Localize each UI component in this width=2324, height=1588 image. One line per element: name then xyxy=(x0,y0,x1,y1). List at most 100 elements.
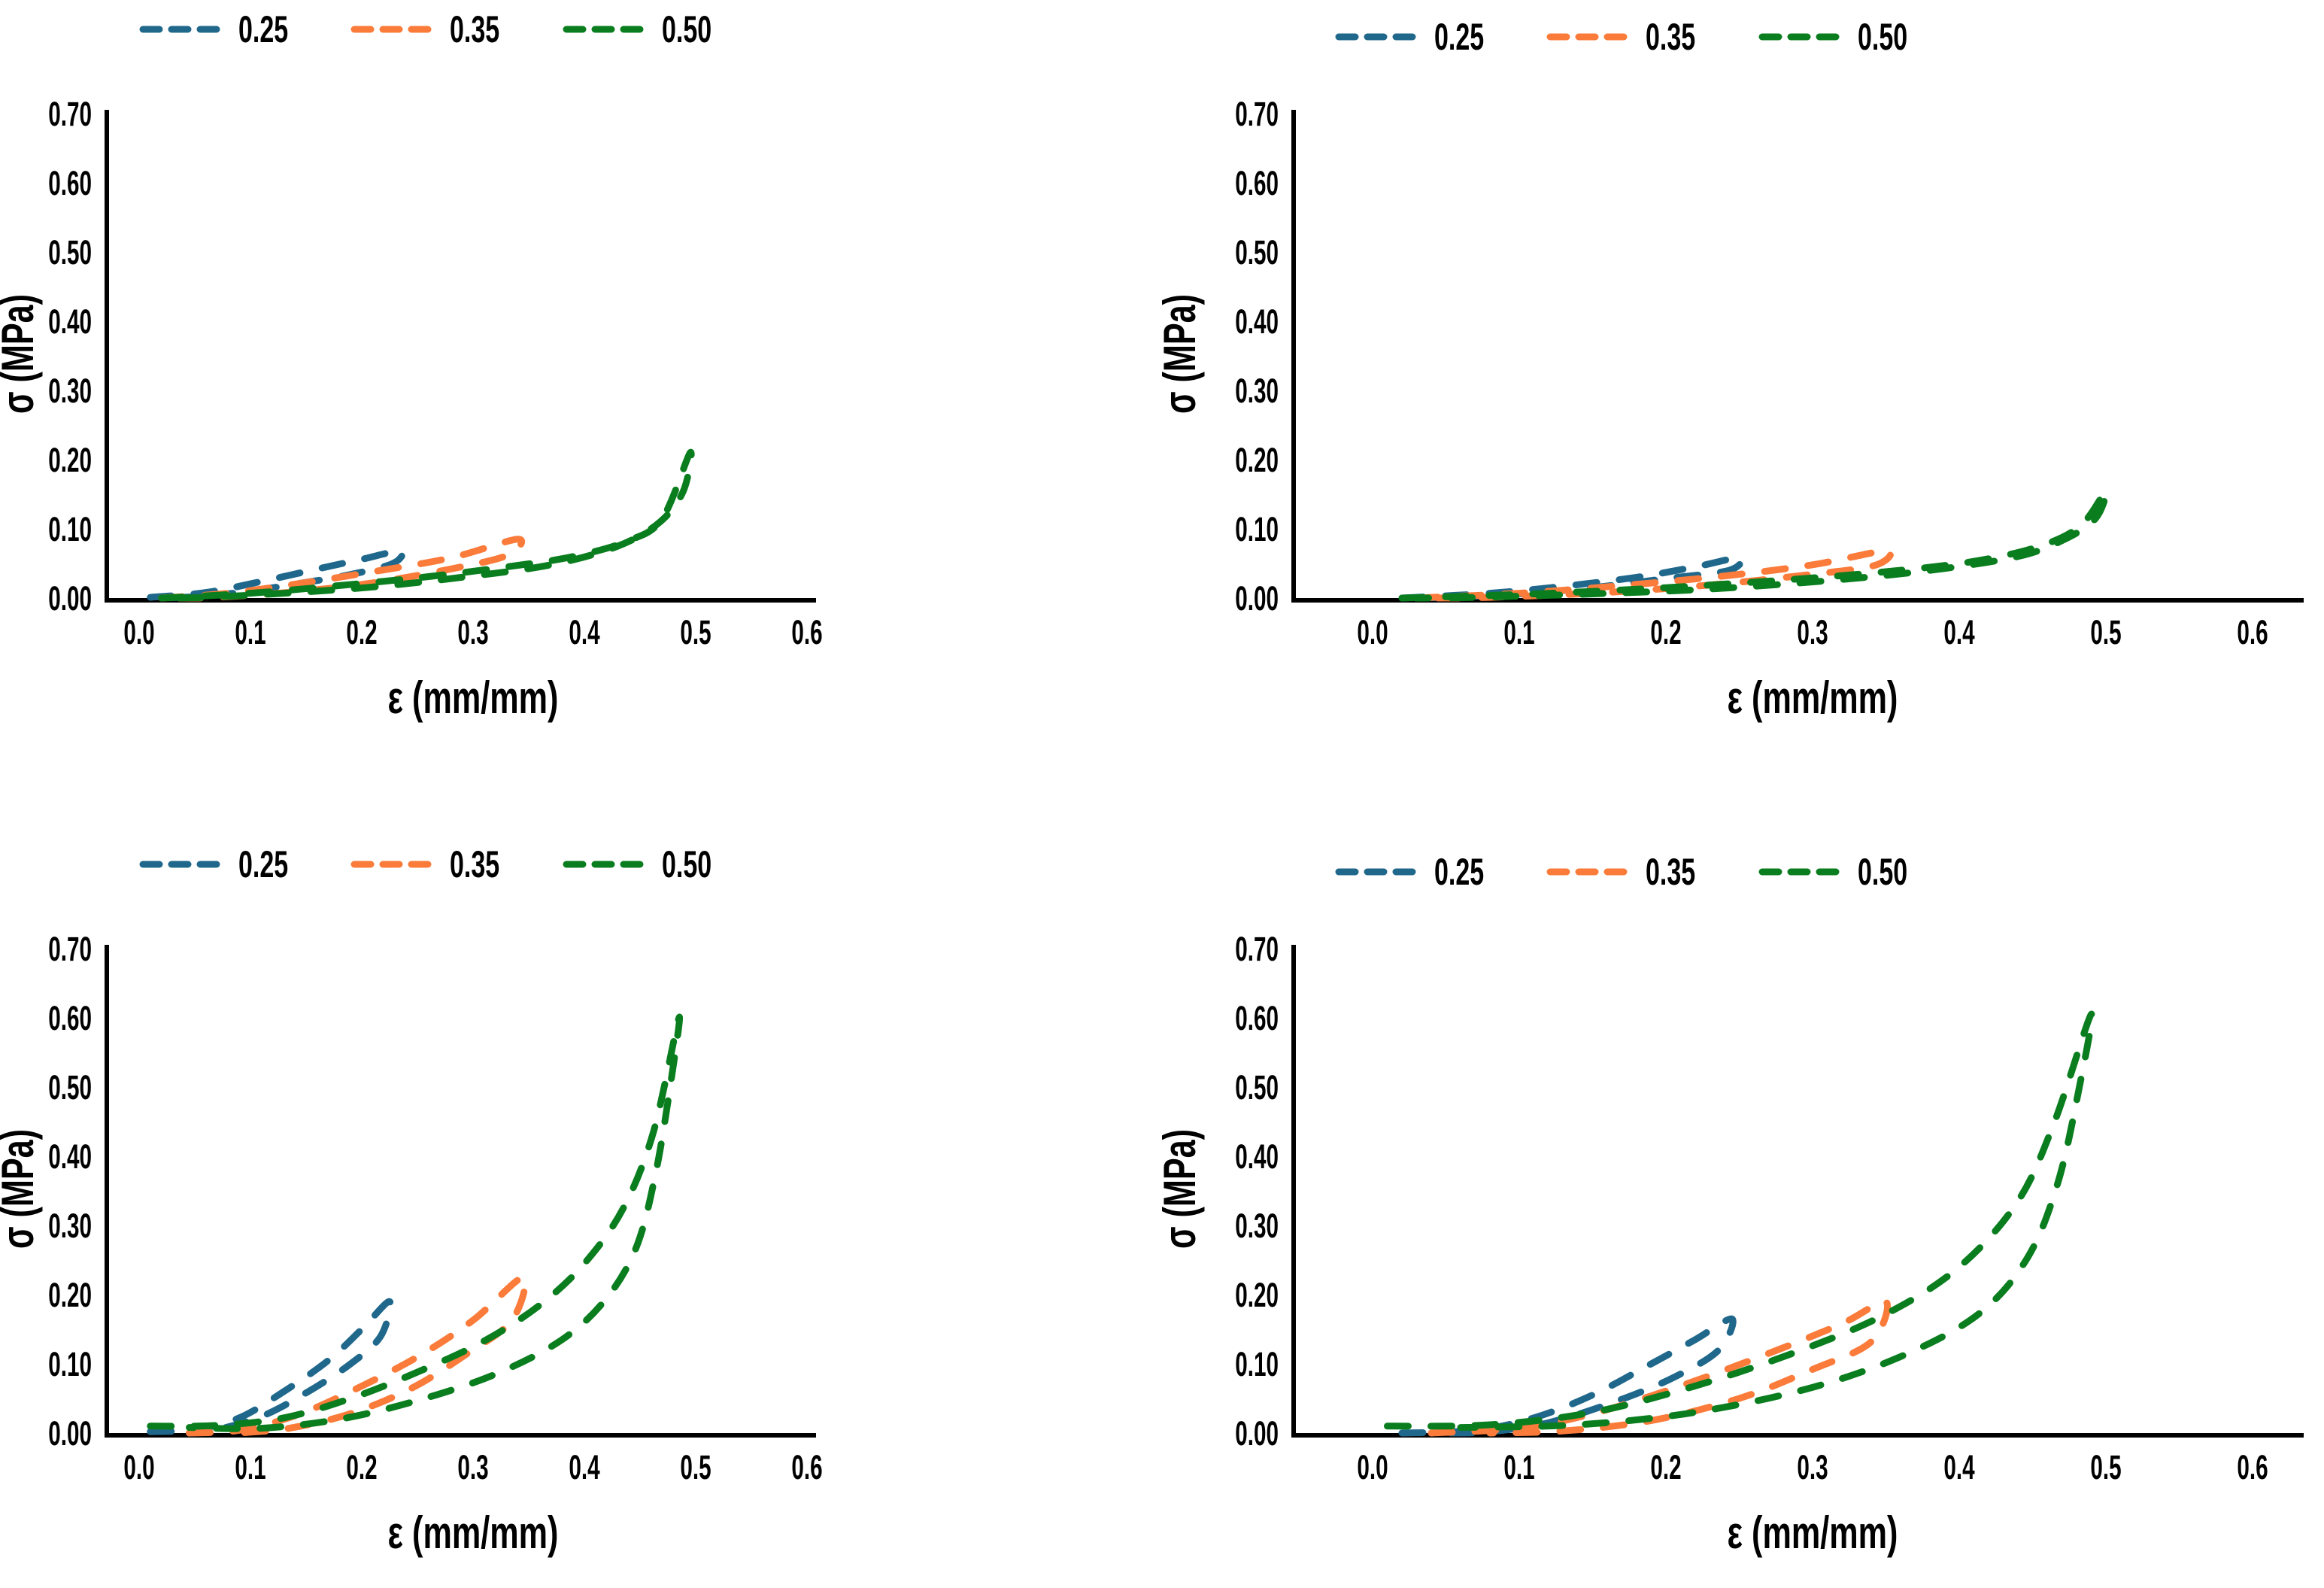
y-tick-label: 0.70 xyxy=(1235,96,1279,134)
chart-top-right: 0.25 0.35 0.50 0.00 0.10 0.20 0.30 0.40 0.50 0.60… xyxy=(1162,0,2324,752)
y-tick-label: 0.60 xyxy=(1235,165,1279,203)
x-tick-label: 0.5 xyxy=(2090,1449,2121,1487)
legend-item-0.35: 0.35 xyxy=(1546,18,1719,56)
x-tick-label: 0.4 xyxy=(1943,614,1974,652)
y-tick-label: 0.20 xyxy=(1235,1277,1279,1315)
chart-top-left: 0.25 0.35 0.50 0.00 0.10 0.20 0.30 0.40 0.50 0.6 0… xyxy=(0,0,1162,752)
x-tick-label: 0.5 xyxy=(680,614,711,652)
y-tick-label: 0.50 xyxy=(48,234,92,272)
y-tick-label: 0.70 xyxy=(1235,931,1279,969)
y-tick-label: 0.10 xyxy=(48,511,92,549)
legend-label: 0.25 xyxy=(1434,16,1485,58)
legend-item-0.35: 0.35 xyxy=(1546,853,1719,891)
series-0.50-curve xyxy=(147,1013,684,1432)
y-tick-label: 0.30 xyxy=(48,372,92,411)
x-tick-label: 0.0 xyxy=(1357,1449,1388,1487)
y-tick-label: 0.40 xyxy=(48,1138,92,1177)
y-tick-label: 0.70 xyxy=(48,96,92,134)
legend-label: 0.35 xyxy=(1646,16,1696,58)
series-0.35-curve xyxy=(1427,1298,1892,1437)
legend-bottom-right: 0.25 0.35 0.50 xyxy=(1335,853,1970,891)
y-tick-label: 0.30 xyxy=(48,1207,92,1246)
y-tick-label: 0.10 xyxy=(48,1346,92,1384)
plot-top-left: 0.00 0.10 0.20 0.30 0.40 0.50 0.60 0.70 0.0 0.1 0.… xyxy=(0,96,823,724)
legend-label: 0.50 xyxy=(1857,851,1907,893)
x-tick-label: 0.2 xyxy=(1650,1449,1681,1487)
legend-label: 0.25 xyxy=(238,843,289,885)
legend-label: 0.35 xyxy=(450,843,500,885)
x-tick-label: 0.3 xyxy=(1797,1449,1828,1487)
y-tick-label: 0.10 xyxy=(1235,511,1279,549)
legend-dash-icon xyxy=(1335,868,1419,876)
legend-dash-icon xyxy=(350,26,435,33)
legend-top-right: 0.25 0.35 0.50 xyxy=(1335,18,1970,56)
y-axis-title: σ (MPa) xyxy=(0,294,44,414)
y-axis-title: σ (MPa) xyxy=(0,1129,44,1249)
legend-dash-icon xyxy=(1335,33,1419,41)
legend-label: 0.25 xyxy=(238,8,289,50)
legend-dash-icon xyxy=(139,861,223,868)
chart-bottom-left: 0.25 0.35 0.50 0.00 0.10 0.20 0.30 0.40 0.50 0.60… xyxy=(0,835,1162,1587)
y-tick-label: 0.30 xyxy=(1235,1207,1279,1246)
legend-label: 0.35 xyxy=(1646,851,1696,893)
legend-item-0.50: 0.50 xyxy=(1758,853,1931,891)
y-tick-label: 0.00 xyxy=(48,580,92,618)
legend-top-left: 0.25 0.35 0.50 xyxy=(139,11,774,48)
legend-dash-icon xyxy=(563,26,647,33)
x-axis-title: ε (mm/mm) xyxy=(388,1508,559,1559)
x-tick-label: 0.2 xyxy=(1650,614,1681,652)
x-tick-label: 0.6 xyxy=(2237,1449,2268,1487)
x-tick-label: 0.3 xyxy=(457,614,488,652)
x-tick-label: 0.5 xyxy=(2090,614,2121,652)
y-tick-label: 0.70 xyxy=(48,931,92,969)
y-axis-title: σ (MPa) xyxy=(1162,294,1206,414)
x-tick-label: 0.1 xyxy=(1503,614,1534,652)
legend-label: 0.50 xyxy=(661,8,711,50)
x-tick-label: 0.0 xyxy=(123,614,154,652)
series-0.50-curve xyxy=(158,448,695,602)
x-tick-label: 0.0 xyxy=(123,1449,154,1487)
plot-bottom-right: 0.00 0.10 0.20 0.30 0.40 0.50 0.60 0.70 0.0 0.1 0.… xyxy=(1162,931,2304,1559)
y-tick-label: 0.60 xyxy=(1235,1000,1279,1038)
legend-item-0.50: 0.50 xyxy=(563,11,735,48)
series-0.25-curve xyxy=(147,547,407,602)
x-tick-label: 0.1 xyxy=(235,614,265,652)
legend-item-0.35: 0.35 xyxy=(350,11,523,48)
legend-dash-icon xyxy=(1546,33,1631,41)
y-tick-label: 0.40 xyxy=(1235,303,1279,342)
series-0.50-curve xyxy=(1384,1010,2096,1432)
y-tick-label: 0.50 xyxy=(48,1069,92,1107)
legend-item-0.25: 0.25 xyxy=(139,11,311,48)
legend-item-0.50: 0.50 xyxy=(1758,18,1931,56)
y-tick-label: 0.10 xyxy=(1235,1346,1279,1384)
x-tick-label: 0.6 xyxy=(2237,614,2268,652)
x-axis-title: ε (mm/mm) xyxy=(1728,673,1898,724)
x-tick-label: 0.3 xyxy=(1797,614,1828,652)
legend-item-0.50: 0.50 xyxy=(563,846,735,883)
x-tick-label: 0.6 xyxy=(791,614,822,652)
y-tick-label: 0.50 xyxy=(1235,1069,1279,1107)
x-tick-label: 0.3 xyxy=(457,1449,488,1487)
y-tick-label: 0.20 xyxy=(1235,442,1279,480)
y-tick-label: 0.50 xyxy=(1235,234,1279,272)
legend-dash-icon xyxy=(1758,33,1843,41)
y-tick-label: 0.20 xyxy=(48,442,92,480)
x-tick-label: 0.1 xyxy=(1503,1449,1534,1487)
x-tick-label: 0.1 xyxy=(235,1449,265,1487)
legend-item-0.25: 0.25 xyxy=(1335,18,1507,56)
legend-label: 0.50 xyxy=(1857,16,1907,58)
chart-bottom-right: 0.25 0.35 0.50 0.00 0.10 0.20 0.30 0.40 0.50 0.60… xyxy=(1162,835,2324,1587)
y-axis-title: σ (MPa) xyxy=(1162,1129,1206,1249)
plot-top-right: 0.00 0.10 0.20 0.30 0.40 0.50 0.60 0.70 0.0 0.1 0.… xyxy=(1162,96,2304,724)
x-tick-label: 0.2 xyxy=(346,614,377,652)
legend-item-0.35: 0.35 xyxy=(350,846,523,883)
plot-bottom-left: 0.00 0.10 0.20 0.30 0.40 0.50 0.60 0.70 0.0 0.1 0.… xyxy=(0,931,823,1559)
y-tick-label: 0.00 xyxy=(1235,1415,1279,1453)
legend-dash-icon xyxy=(1546,868,1631,876)
series-0.50-curve xyxy=(1398,487,2110,602)
y-tick-label: 0.00 xyxy=(1235,580,1279,618)
y-tick-label: 0.30 xyxy=(1235,372,1279,411)
y-tick-label: 0.40 xyxy=(48,303,92,342)
y-tick-label: 0.60 xyxy=(48,1000,92,1038)
